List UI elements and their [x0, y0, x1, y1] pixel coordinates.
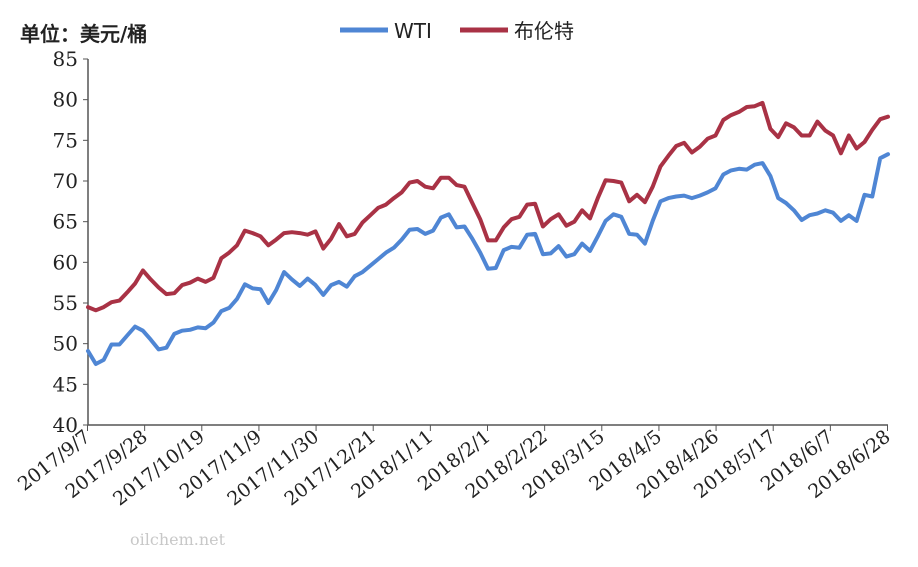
- y-tick-label: 55: [53, 291, 78, 315]
- y-tick-label: 65: [53, 210, 78, 234]
- y-tick-label: 70: [53, 169, 78, 193]
- y-tick-label: 75: [53, 128, 78, 152]
- y-tick-label: 85: [53, 47, 78, 71]
- legend-label-brent: 布伦特: [514, 19, 574, 43]
- y-tick-label: 50: [53, 332, 78, 356]
- brent-series-line: [86, 100, 890, 313]
- y-unit-label: 单位：美元/桶: [20, 22, 148, 46]
- watermark-text: oilchem.net: [130, 530, 226, 549]
- y-tick-label: 45: [53, 372, 78, 396]
- y-tick-label: 40: [53, 413, 78, 437]
- y-tick-label: 60: [53, 250, 78, 274]
- y-tick-label: 80: [53, 88, 78, 112]
- wti-series-line: [86, 152, 890, 366]
- legend-label-wti: WTI: [394, 19, 432, 43]
